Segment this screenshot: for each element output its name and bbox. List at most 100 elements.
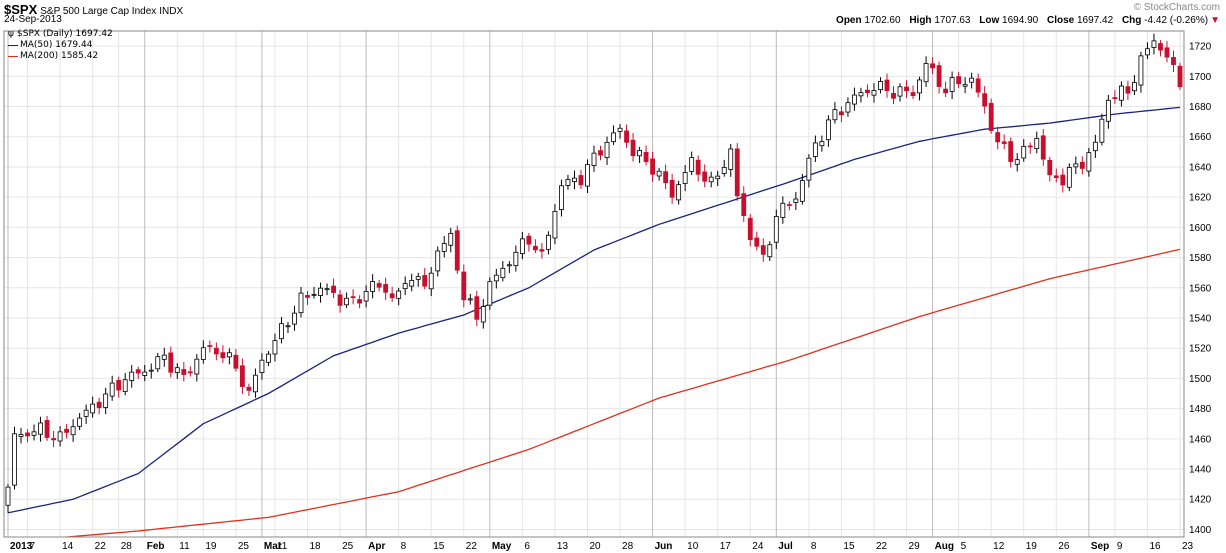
candle-body — [324, 288, 330, 291]
x-tick-label: 13 — [557, 541, 569, 552]
candle-body — [956, 76, 962, 85]
candle-body — [383, 284, 389, 293]
candle-body — [1027, 145, 1033, 148]
candle-body — [51, 438, 56, 441]
candle-body — [669, 179, 675, 198]
candle-body — [598, 150, 603, 156]
candle-body — [734, 148, 740, 197]
x-tick-label: 18 — [310, 541, 322, 552]
candle-body — [266, 353, 271, 363]
candle-body — [64, 428, 70, 433]
ma50-swatch — [8, 45, 18, 46]
x-tick-label: Sep — [1091, 541, 1109, 552]
candle-body — [897, 86, 903, 97]
candle-body — [259, 359, 265, 373]
x-tick-label: 26 — [1058, 541, 1070, 552]
candle-body — [77, 417, 83, 427]
candle-body — [845, 102, 851, 113]
candle-body — [474, 296, 480, 320]
x-tick-label: 22 — [876, 541, 888, 552]
candle-body — [376, 283, 382, 288]
x-tick-label: 25 — [342, 541, 354, 552]
candle-body — [682, 172, 688, 184]
candle-body — [773, 216, 779, 243]
candle-body — [506, 264, 512, 267]
candle-body — [936, 65, 942, 87]
candle-body — [337, 294, 343, 306]
candle-body — [396, 290, 402, 299]
chart-header: $SPX S&P 500 Large Cap Index INDX — [4, 1, 183, 19]
candle-body — [181, 369, 187, 375]
candle-body — [539, 249, 545, 252]
quote-bar: Open 1702.60 High 1707.63 Low 1694.90 Cl… — [830, 15, 1220, 26]
candle-body — [637, 150, 642, 157]
candle-body — [1099, 118, 1105, 143]
candle-body — [298, 292, 304, 314]
x-tick-label: 15 — [433, 541, 445, 552]
candle-body — [161, 354, 167, 360]
candle-body — [168, 352, 174, 373]
candle-body — [949, 77, 955, 92]
x-tick-label: 10 — [687, 541, 699, 552]
candle-body — [578, 175, 584, 186]
candle-body — [1145, 48, 1150, 56]
candle-body — [96, 401, 102, 409]
candle-body — [428, 272, 434, 290]
candle-body — [1053, 175, 1059, 179]
y-tick-label: 1500 — [1189, 374, 1212, 385]
candle-body — [246, 386, 252, 391]
candle-body — [1047, 159, 1053, 176]
candle-body — [513, 251, 519, 267]
legend-item-ma50: MA(50) 1679.44 — [8, 40, 113, 51]
candle-body — [884, 79, 890, 92]
candle-body — [793, 198, 799, 203]
x-tick-label: 28 — [121, 541, 133, 552]
candle-body — [604, 141, 610, 158]
candle-body — [1132, 82, 1137, 92]
x-tick-label: 22 — [466, 541, 478, 552]
candle-body — [311, 293, 317, 296]
candle-body — [806, 157, 812, 181]
candle-body — [591, 152, 597, 166]
candle-body — [1092, 141, 1098, 152]
y-tick-label: 1680 — [1189, 102, 1212, 113]
brand-watermark[interactable]: © StockCharts.com — [1133, 2, 1220, 13]
close-label: Close — [1046, 15, 1075, 26]
candle-body — [194, 358, 200, 375]
candle-body — [103, 393, 109, 408]
x-tick-label: Mar — [264, 541, 282, 552]
index-name: S&P 500 Large Cap Index — [40, 6, 157, 17]
candle-body — [38, 422, 43, 435]
candle-body — [409, 279, 415, 287]
x-tick-label: 11 — [277, 541, 288, 552]
exchange-label: INDX — [159, 6, 184, 17]
candle-body — [650, 158, 656, 175]
candle-body — [565, 179, 571, 186]
x-tick-label: 11 — [179, 541, 190, 552]
candle-body — [389, 293, 395, 299]
y-tick-label: 1720 — [1189, 42, 1212, 53]
candle-body — [187, 371, 193, 374]
legend-label-ma200: MA(200) 1585.42 — [20, 51, 99, 61]
candle-body — [90, 403, 96, 414]
candle-body — [546, 234, 551, 250]
ma200-line — [66, 248, 1181, 538]
y-tick-label: 1700 — [1189, 72, 1212, 83]
candle-body — [415, 276, 421, 280]
candle-body — [31, 431, 37, 436]
legend-label-price: $SPX (Daily) 1697.42 — [17, 29, 113, 39]
candle-body — [1060, 174, 1066, 186]
y-tick-label: 1520 — [1189, 344, 1212, 355]
candle-body — [487, 281, 493, 306]
candle-body — [962, 84, 968, 87]
candle-body — [858, 92, 864, 97]
x-tick-label: 15 — [843, 541, 855, 552]
y-tick-label: 1660 — [1189, 132, 1212, 143]
candle-body — [12, 433, 17, 486]
candle-body — [767, 244, 773, 258]
candle-body — [825, 119, 831, 141]
down-triangle-icon: ▼ — [1210, 15, 1220, 26]
candle-body — [1171, 57, 1176, 65]
